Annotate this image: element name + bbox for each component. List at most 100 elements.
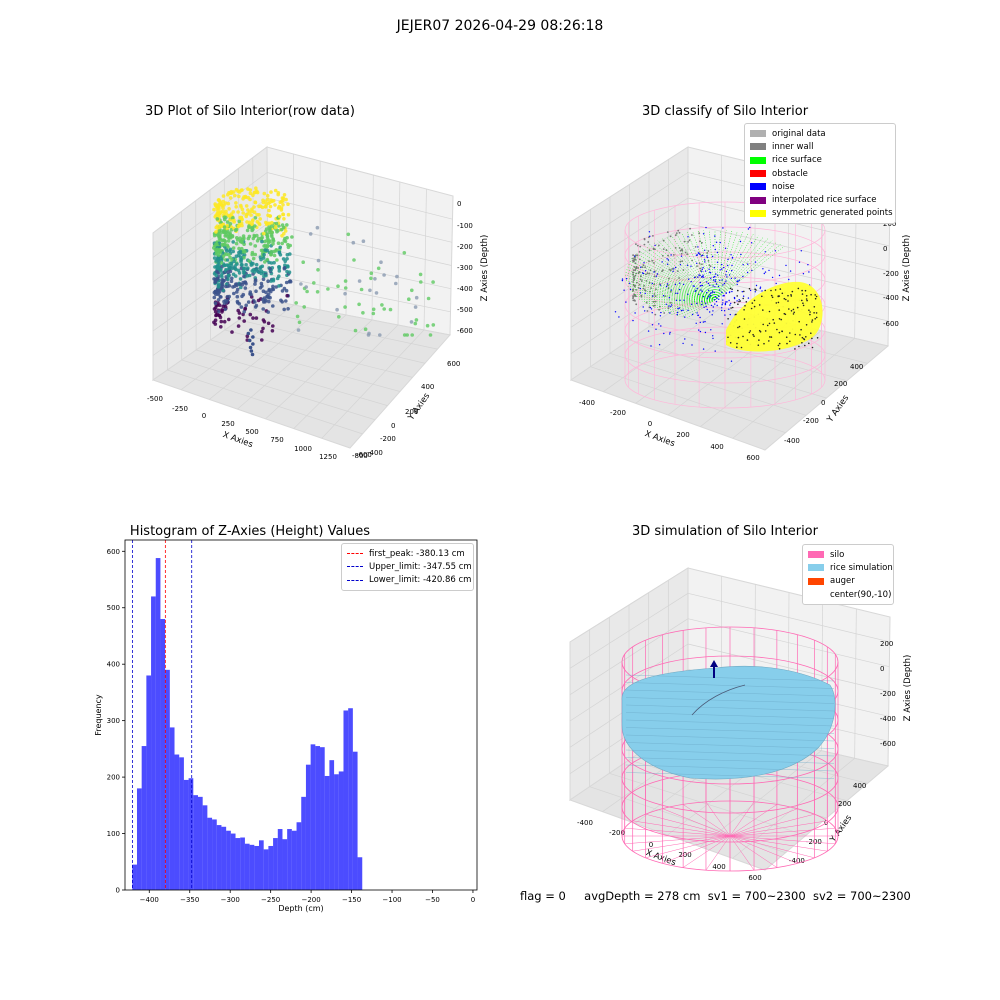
noise-point (648, 231, 651, 233)
silo-floor-spoke (624, 835, 731, 845)
raw-data-point (275, 276, 280, 281)
noise-point (749, 289, 752, 292)
rice-surface-ray (714, 238, 769, 301)
histogram-bar (240, 837, 245, 890)
raw-data-point (234, 254, 239, 258)
raw-data-point (218, 315, 223, 320)
symmetric-point (794, 348, 796, 350)
inner-wall-point (648, 260, 650, 263)
noise-point (670, 305, 672, 308)
raw-data-point (357, 279, 362, 283)
z-axis-label: Z Axies (Depth) (480, 235, 490, 302)
legend-swatch (750, 130, 766, 138)
inner-wall-point (648, 249, 651, 252)
legend-swatch (750, 143, 766, 151)
symmetric-point (777, 295, 780, 297)
raw-data-point (250, 269, 255, 273)
inner-wall-point (681, 249, 684, 252)
noise-point (704, 320, 706, 323)
raw-data-point (267, 287, 272, 292)
raw-data-point (237, 219, 241, 224)
raw-data-point (308, 232, 313, 236)
noise-point (702, 254, 704, 257)
noise-point (714, 275, 716, 278)
symmetric-point (784, 313, 787, 316)
legend-item: noise (750, 180, 890, 193)
noise-point (651, 324, 654, 326)
noise-point (686, 264, 689, 266)
symmetric-point (763, 342, 765, 345)
noise-point (704, 270, 707, 272)
rice-surface-ray (653, 299, 716, 309)
raw-data-point (288, 279, 293, 284)
inner-wall-point (689, 227, 691, 230)
symmetric-point (730, 307, 732, 309)
symmetric-point (778, 348, 781, 350)
raw-data-point (244, 212, 249, 217)
z-tick-label: -100 (457, 222, 473, 230)
legend-swatch (347, 553, 363, 555)
grid-line (267, 172, 453, 220)
inner-wall-point (648, 281, 651, 284)
symmetric-point (805, 295, 808, 297)
raw-data-point (231, 246, 236, 250)
raw-data-point (275, 258, 279, 262)
rice-surface-ray (714, 236, 764, 301)
raw-data-point (268, 266, 272, 271)
raw-data-point (237, 316, 242, 320)
raw-data-point (245, 228, 250, 233)
noise-point (651, 282, 653, 285)
mesh-line (625, 742, 835, 749)
noise-point (710, 304, 713, 307)
raw-data-point (271, 237, 275, 242)
plot-frame (124, 539, 478, 891)
symmetric-point (779, 288, 782, 290)
noise-point (731, 290, 733, 293)
noise-point (721, 263, 723, 266)
noise-point (702, 276, 705, 278)
inner-wall-point (698, 262, 701, 265)
raw-data-point (363, 327, 368, 332)
noise-point (761, 290, 763, 292)
classify-legend: original data inner wall rice surface obsta… (744, 123, 896, 225)
raw-data-point (269, 250, 274, 254)
x-tick-label: 0 (649, 841, 653, 849)
x-tick-label: 200 (678, 851, 691, 859)
raw-data-point (312, 281, 316, 285)
noise-point (682, 309, 684, 311)
noise-point (684, 338, 686, 340)
rice-surface-ray (714, 230, 733, 301)
noise-point (655, 328, 657, 330)
raw-data-point (239, 203, 243, 208)
raw-data-point (280, 196, 285, 200)
symmetric-point (770, 289, 772, 292)
rice-surface-ray (636, 296, 716, 301)
noise-point (741, 291, 743, 293)
y-tick-label: -600 (356, 451, 372, 459)
rice-surface-ray (687, 299, 716, 319)
raw-data-point (215, 217, 220, 221)
noise-point (742, 295, 745, 297)
grid-line (267, 274, 451, 313)
noise-point (649, 235, 651, 237)
symmetric-point (790, 310, 793, 312)
symmetric-point (801, 293, 804, 295)
raw-data-point (304, 285, 309, 289)
raw-data-point (218, 269, 223, 273)
raw-data-point (245, 220, 249, 224)
histogram-title: Histogram of Z-Axies (Height) Values (129, 524, 371, 539)
raw-data-point (234, 201, 238, 205)
noise-point (702, 274, 704, 276)
y-tick-label: 200 (838, 800, 851, 808)
noise-point (731, 269, 733, 272)
silo-floor-spoke (729, 835, 798, 864)
legend-swatch (808, 577, 824, 585)
rice-surface-ray (627, 263, 716, 301)
noise-point (708, 268, 710, 270)
inner-wall-point (669, 235, 672, 238)
noise-point (668, 297, 671, 299)
raw-data-point (213, 280, 217, 285)
silo-floor-spoke (729, 808, 798, 837)
noise-point (715, 241, 718, 243)
noise-point (734, 277, 736, 279)
